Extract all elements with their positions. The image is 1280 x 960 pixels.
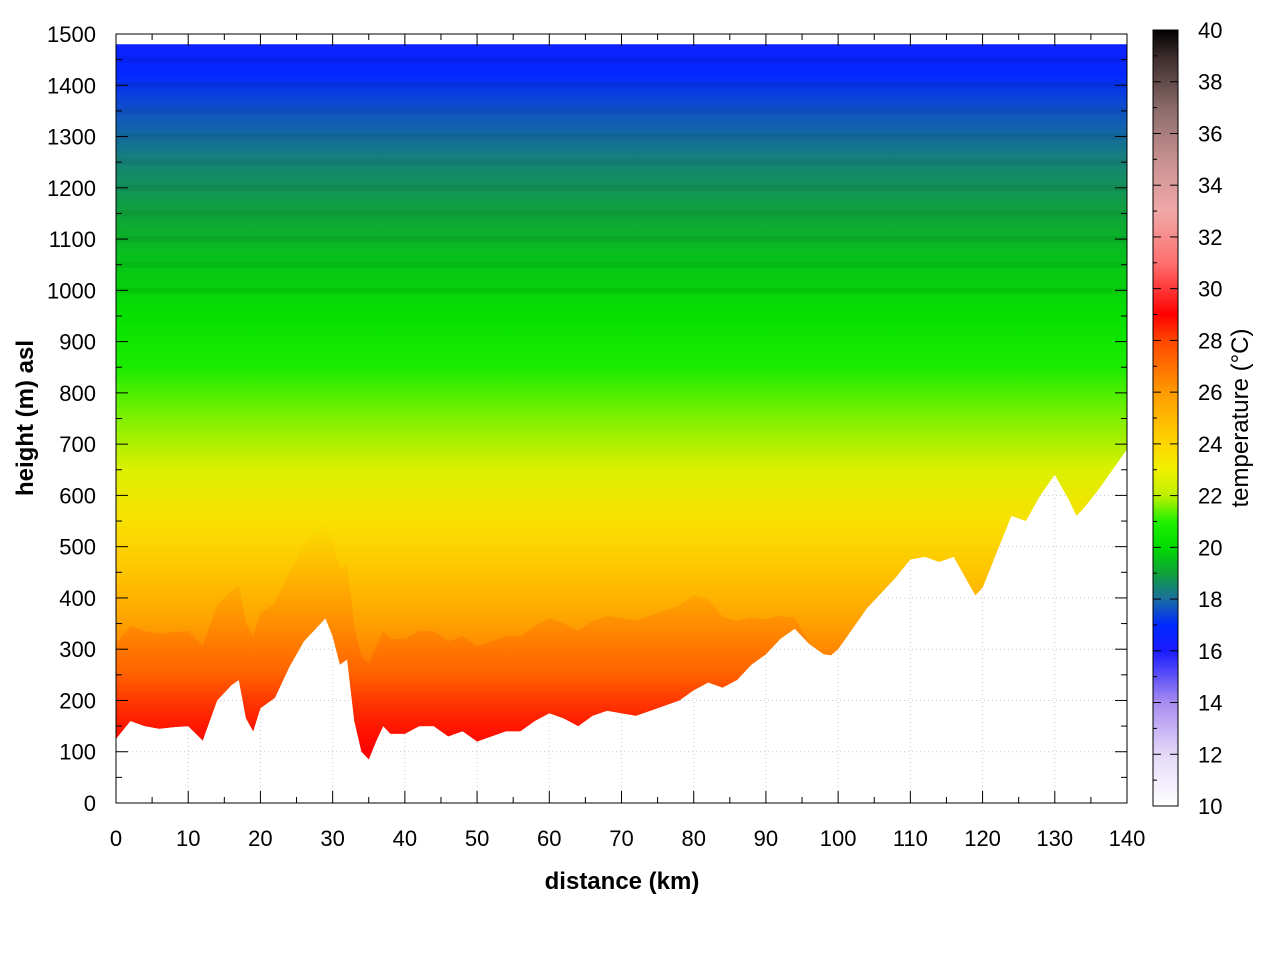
colorbar: 10 12 14 16 18 20 22 24 26 28 30 32 34 36 38 40	[1152, 18, 1222, 819]
y-tick-label: 1500	[47, 22, 96, 47]
y-tick-label: 300	[59, 637, 96, 662]
colorbar-tick-label: 38	[1198, 70, 1222, 95]
temperature-field	[116, 44, 1127, 760]
colorbar-tick-label: 14	[1198, 691, 1222, 716]
colorbar-tick-label: 26	[1198, 380, 1222, 405]
y-tick-label: 1100	[49, 227, 96, 252]
colorbar-tick-label: 12	[1198, 742, 1222, 767]
plot-area	[116, 34, 1127, 803]
colorbar-tick-label: 32	[1198, 225, 1222, 250]
near-ground-warm-layer	[116, 449, 1127, 760]
x-tick-label: 100	[820, 826, 857, 851]
colorbar-gradient	[1152, 29, 1179, 807]
y-tick-label: 500	[59, 535, 96, 560]
colorbar-tick-label: 28	[1198, 328, 1222, 353]
colorbar-tick-label: 22	[1198, 484, 1222, 509]
y-tick-label: 100	[59, 740, 96, 765]
x-tick-label: 80	[681, 826, 705, 851]
colorbar-tick-label: 36	[1198, 121, 1222, 146]
x-tick-label: 120	[964, 826, 1001, 851]
x-tick-label: 40	[393, 826, 417, 851]
colorbar-tick-label: 10	[1198, 794, 1222, 819]
colorbar-tick-label: 16	[1198, 639, 1222, 664]
y-tick-label: 900	[59, 330, 96, 355]
y-axis: 0 100 200 300 400 500 600 700 800 900 1000 1100 1200…	[47, 22, 1127, 816]
colorbar-tick-label: 30	[1198, 277, 1222, 302]
y-axis-title: height (m) asl	[12, 340, 39, 496]
x-tick-label: 10	[176, 826, 200, 851]
x-tick-label: 70	[609, 826, 633, 851]
y-tick-label: 200	[59, 688, 96, 713]
y-tick-label: 800	[59, 381, 96, 406]
colorbar-tick-label: 20	[1198, 535, 1222, 560]
x-tick-label: 130	[1036, 826, 1073, 851]
colorbar-tick-label: 34	[1198, 173, 1222, 198]
x-axis-title: distance (km)	[545, 868, 700, 895]
y-tick-label: 700	[59, 432, 96, 457]
x-tick-label: 50	[465, 826, 489, 851]
x-tick-label: 90	[754, 826, 778, 851]
colorbar-tick-label: 40	[1198, 18, 1222, 43]
y-tick-label: 1400	[47, 73, 96, 98]
x-tick-label: 0	[110, 826, 122, 851]
y-tick-label: 600	[59, 483, 96, 508]
colorbar-title: temperature (°C)	[1227, 329, 1254, 508]
x-tick-label: 110	[893, 826, 928, 851]
colorbar-tick-label: 18	[1198, 587, 1222, 612]
x-tick-label: 30	[320, 826, 344, 851]
y-tick-label: 1000	[47, 278, 96, 303]
x-tick-label: 60	[537, 826, 561, 851]
x-tick-label: 20	[248, 826, 272, 851]
x-axis: 0 10 20 30 40 50 60 70 80 90 100 110 120 130 140	[110, 34, 1145, 851]
y-tick-label: 1300	[47, 125, 96, 150]
temperature-banding	[116, 56, 1127, 294]
colorbar-tick-label: 24	[1198, 432, 1222, 457]
y-tick-label: 0	[84, 791, 96, 816]
y-tick-label: 400	[59, 586, 96, 611]
y-tick-label: 1200	[47, 176, 96, 201]
x-tick-label: 140	[1109, 826, 1146, 851]
colorbar-ticks: 10 12 14 16 18 20 22 24 26 28 30 32 34 36 38 40	[1153, 18, 1222, 819]
